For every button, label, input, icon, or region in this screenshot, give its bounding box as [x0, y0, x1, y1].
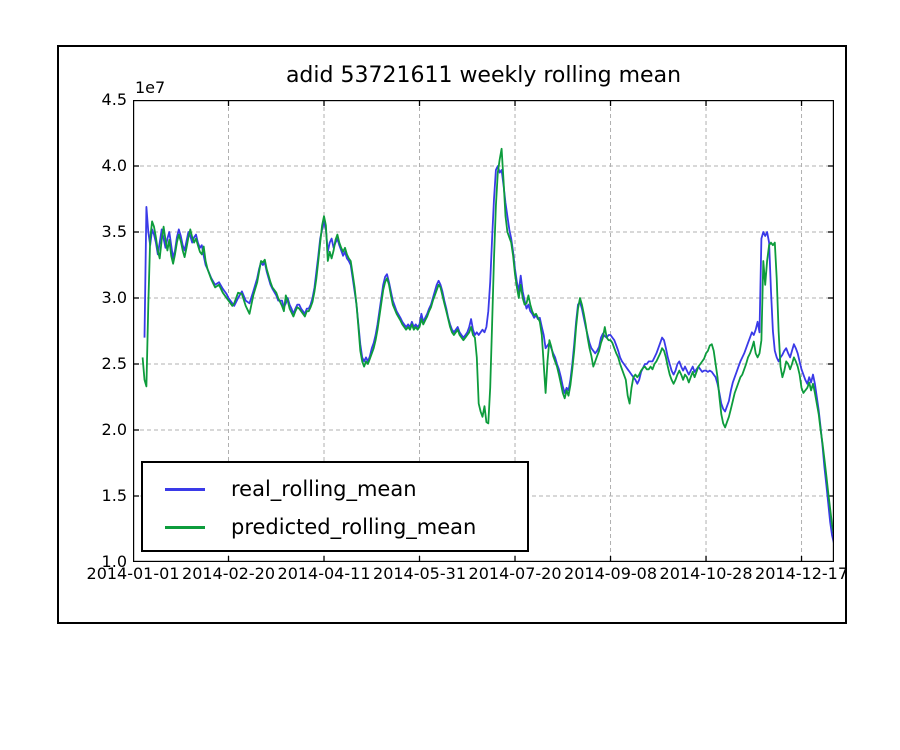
- y-tick-label: 4.5: [101, 90, 127, 109]
- x-tick-label: 2014-09-08: [564, 564, 658, 583]
- axes-spines: [133, 100, 834, 562]
- plot-area: [133, 100, 834, 562]
- legend: real_rolling_mean predicted_rolling_mean: [141, 461, 529, 552]
- y-tick-label: 3.5: [101, 222, 127, 241]
- y-tick-label: 2.0: [101, 420, 127, 439]
- legend-line-swatch-predicted: [165, 525, 205, 529]
- y-tick-label: 3.0: [101, 288, 127, 307]
- legend-label-predicted: predicted_rolling_mean: [231, 515, 477, 539]
- figure: adid 53721611 weekly rolling mean 1e7 4.…: [57, 45, 849, 624]
- y-tick-label: 1.5: [101, 486, 127, 505]
- legend-row-real: real_rolling_mean: [143, 470, 527, 508]
- x-tick-label: 2014-07-20: [468, 564, 562, 583]
- x-tick-label: 2014-04-11: [277, 564, 371, 583]
- legend-line-swatch-real: [165, 487, 205, 491]
- chart-title: adid 53721611 weekly rolling mean: [285, 63, 682, 88]
- y-tick-label: 1.0: [101, 552, 127, 571]
- legend-row-predicted: predicted_rolling_mean: [143, 508, 527, 546]
- series-line-predicted_rolling_mean: [141, 147, 834, 536]
- legend-label-real: real_rolling_mean: [231, 477, 417, 501]
- x-tick-label: 2014-12-17: [755, 564, 849, 583]
- x-tick-label: 2014-05-31: [373, 564, 466, 583]
- series-line-real_rolling_mean: [143, 165, 834, 544]
- y-axis-offset-label: 1e7: [135, 78, 166, 97]
- x-tick-label: 2014-02-20: [182, 564, 275, 583]
- y-tick-label: 4.0: [101, 156, 127, 175]
- x-tick-label: 2014-01-01: [86, 564, 180, 583]
- x-tick-label: 2014-10-28: [659, 564, 753, 583]
- y-tick-label: 2.5: [101, 354, 127, 373]
